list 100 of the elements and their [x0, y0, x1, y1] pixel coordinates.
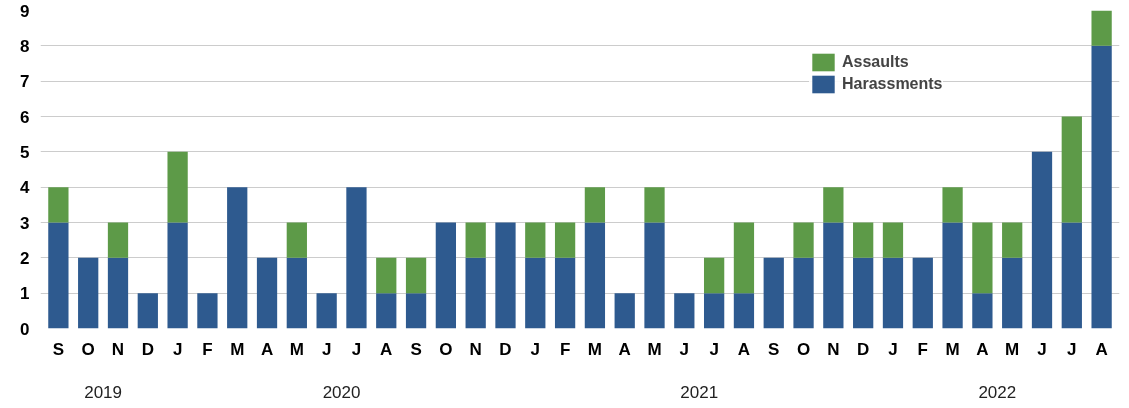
bar [48, 222, 69, 329]
bar [435, 222, 456, 329]
bar [733, 293, 755, 329]
bar [197, 293, 218, 329]
text: 2021 [680, 382, 719, 402]
bar [137, 293, 158, 329]
x-tick-label: D [499, 339, 512, 359]
x-tick-label: F [202, 339, 213, 359]
x-tick-label: J [679, 339, 690, 359]
x-tick-label: D [141, 339, 154, 359]
x-tick-label: J [172, 339, 183, 359]
y-tick-label: 6 [20, 107, 30, 127]
bar [823, 222, 844, 329]
bar [882, 222, 904, 258]
bar [972, 293, 993, 329]
x-tick-label: J [351, 339, 362, 359]
x-tick-label: J [1037, 339, 1047, 359]
bar [853, 257, 874, 329]
bar [793, 257, 814, 329]
x-tick-label: D [857, 339, 870, 359]
bar [107, 257, 129, 329]
x-tick-label: N [111, 339, 125, 359]
bar [167, 222, 188, 329]
bar [942, 187, 963, 223]
bar [554, 222, 576, 258]
bar [316, 293, 337, 329]
text: 2019 [84, 382, 123, 402]
bar [286, 257, 307, 329]
bar [614, 293, 635, 329]
y-tick-label: 2 [20, 248, 30, 268]
bar [1091, 45, 1112, 329]
bar [1061, 222, 1082, 329]
bar [972, 222, 993, 294]
y-tick-label: 7 [20, 72, 30, 92]
bar [405, 257, 427, 294]
bar [1002, 257, 1023, 329]
bar [1061, 116, 1082, 223]
x-tick-label: M [945, 339, 960, 359]
bar [1091, 10, 1112, 46]
x-tick-label: F [559, 339, 571, 359]
x-tick-label: S [768, 339, 780, 359]
bar [704, 257, 725, 294]
bar [644, 222, 665, 329]
bar [167, 151, 188, 223]
bar [48, 187, 69, 223]
legend-label: Harassments [842, 75, 943, 93]
y-tick-label: 4 [20, 178, 31, 198]
bar [853, 222, 874, 258]
y-tick-label: 8 [20, 36, 30, 56]
bar [525, 257, 546, 329]
x-tick-label: S [410, 339, 422, 359]
bar [1031, 151, 1053, 329]
bar [584, 187, 606, 223]
bar [823, 187, 844, 223]
bar [346, 187, 367, 329]
x-tick-label: J [530, 339, 541, 359]
x-tick-label: O [81, 339, 95, 359]
x-tick-label: A [618, 339, 631, 359]
x-tick-label: A [260, 339, 274, 359]
x-tick-label: A [976, 339, 989, 359]
y-tick-label: 9 [20, 1, 30, 21]
bar [465, 257, 486, 329]
bar [912, 257, 933, 329]
text: 2020 [322, 382, 361, 402]
x-tick-label: M [230, 339, 245, 359]
bar [495, 222, 516, 329]
x-tick-label: M [587, 339, 602, 359]
bar [525, 222, 546, 258]
y-tick-label: 3 [20, 213, 30, 233]
bar [554, 257, 576, 329]
legend-label: Assaults [842, 53, 909, 71]
bar [793, 222, 814, 258]
bar [584, 222, 606, 329]
y-tick-label: 5 [20, 142, 30, 162]
x-tick-label: O [439, 339, 453, 359]
x-tick-label: J [321, 339, 332, 359]
bar [763, 257, 784, 329]
bar [286, 222, 307, 258]
x-tick-label: N [469, 339, 482, 359]
bar [882, 257, 904, 329]
bar [1002, 222, 1023, 258]
x-tick-label: A [737, 339, 751, 359]
bar [376, 293, 397, 329]
bar [465, 222, 486, 258]
x-tick-label: J [1067, 339, 1077, 359]
bar [942, 222, 963, 329]
x-tick-label: M [647, 339, 662, 359]
bar [107, 222, 129, 258]
text: 2022 [978, 382, 1017, 402]
x-tick-label: M [289, 339, 304, 359]
x-tick-label: J [888, 339, 898, 359]
bar [376, 257, 397, 294]
bar [644, 187, 665, 223]
x-tick-label: S [52, 339, 65, 359]
x-tick-label: F [917, 339, 928, 359]
y-tick-label: 0 [20, 319, 30, 339]
bar [227, 187, 248, 329]
x-tick-label: J [709, 339, 719, 359]
bar [405, 293, 427, 329]
x-tick-label: N [827, 339, 840, 359]
